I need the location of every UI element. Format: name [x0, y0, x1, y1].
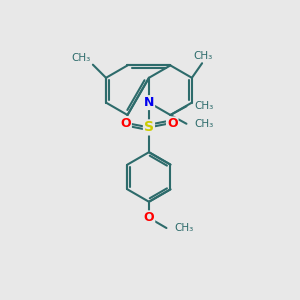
Text: N: N [144, 96, 154, 109]
Text: O: O [144, 211, 154, 224]
Text: O: O [167, 117, 178, 130]
Text: CH₃: CH₃ [175, 223, 194, 233]
Text: S: S [144, 120, 154, 134]
Text: CH₃: CH₃ [195, 101, 214, 111]
Text: CH₃: CH₃ [193, 52, 212, 61]
Text: O: O [120, 117, 131, 130]
Text: CH₃: CH₃ [195, 119, 214, 129]
Text: CH₃: CH₃ [71, 53, 91, 63]
